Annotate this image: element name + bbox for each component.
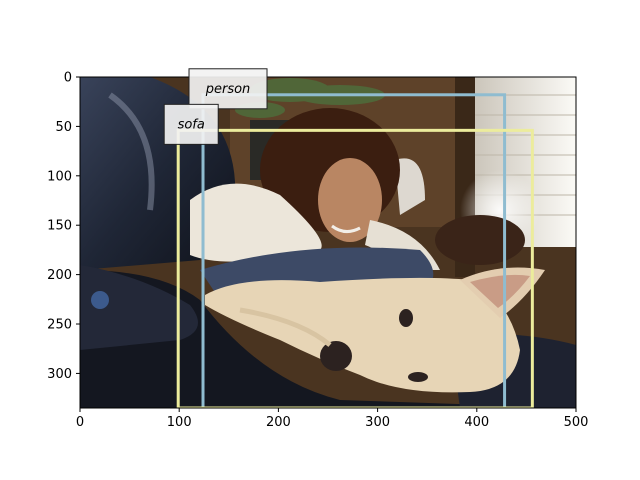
y-tick-label: 100 — [47, 169, 72, 184]
y-tick-label: 50 — [55, 120, 72, 135]
photo — [80, 77, 576, 408]
x-tick-label: 200 — [266, 415, 291, 430]
y-tick-label: 0 — [64, 71, 72, 86]
label-box-sofa — [163, 103, 219, 145]
box-sofa — [176, 128, 534, 408]
y-axis: 0 50 100 150 200 250 300 — [47, 71, 80, 382]
x-tick-label: 300 — [365, 415, 390, 430]
x-tick-label: 100 — [167, 415, 192, 430]
label-text-sofa: sofa — [178, 117, 205, 132]
dog-nose — [320, 341, 352, 371]
y-tick-label: 250 — [47, 318, 72, 333]
x-tick-label: 0 — [76, 415, 84, 430]
sweater — [190, 183, 322, 262]
x-tick-label: 400 — [464, 415, 489, 430]
y-tick-label: 200 — [47, 268, 72, 283]
y-tick-label: 150 — [47, 219, 72, 234]
label-text-person: person — [205, 82, 251, 97]
bounding-boxes — [176, 93, 534, 408]
x-axis: 0 100 200 300 400 500 — [76, 408, 589, 430]
x-tick-label: 500 — [564, 415, 589, 430]
y-tick-label: 300 — [47, 367, 72, 382]
box-person — [201, 93, 507, 408]
label-box-person — [188, 68, 268, 110]
axes-frame — [79, 76, 577, 409]
box-labels: person sofa — [163, 68, 268, 145]
face — [318, 158, 382, 242]
dog — [205, 277, 520, 393]
